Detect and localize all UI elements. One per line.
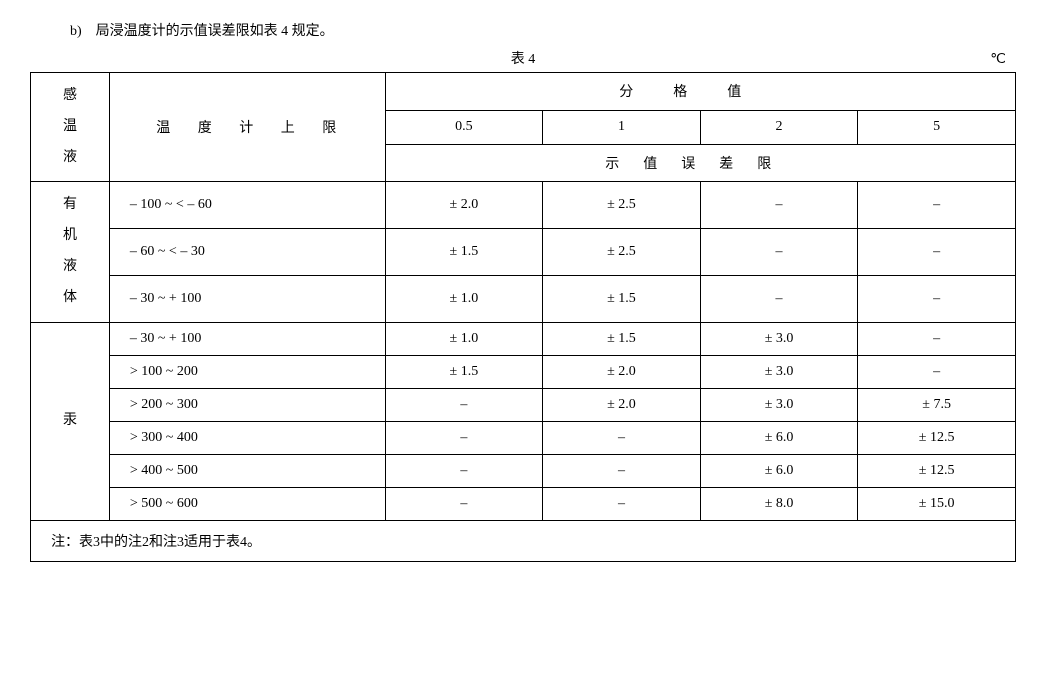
group-label: 有机液体	[31, 182, 110, 322]
range-cell: – 100 ~ < – 60	[109, 182, 385, 229]
header-div-2: 2	[700, 110, 858, 144]
header-div-0: 0.5	[385, 110, 543, 144]
table-row: > 200 ~ 300–± 2.0± 3.0± 7.5	[31, 388, 1016, 421]
note-row: 注：表3中的注2和注3适用于表4。	[31, 520, 1016, 561]
value-cell: –	[385, 421, 543, 454]
value-cell: ± 1.5	[385, 355, 543, 388]
range-cell: > 100 ~ 200	[109, 355, 385, 388]
table-label: 表 4	[80, 48, 966, 68]
range-cell: – 30 ~ + 100	[109, 275, 385, 322]
unit-label: ℃	[966, 51, 1006, 68]
table-row: 汞– 30 ~ + 100± 1.0± 1.5± 3.0–	[31, 322, 1016, 355]
table-row: > 300 ~ 400––± 6.0± 12.5	[31, 421, 1016, 454]
group-label: 汞	[31, 322, 110, 520]
range-cell: > 200 ~ 300	[109, 388, 385, 421]
value-cell: –	[385, 454, 543, 487]
range-cell: – 30 ~ + 100	[109, 322, 385, 355]
table-row: > 400 ~ 500––± 6.0± 12.5	[31, 454, 1016, 487]
value-cell: ± 2.0	[385, 182, 543, 229]
range-cell: > 500 ~ 600	[109, 487, 385, 520]
value-cell: –	[858, 229, 1016, 276]
table-title-row: 表 4 ℃	[20, 48, 1026, 72]
value-cell: –	[700, 229, 858, 276]
header-division-value: 分格值	[385, 73, 1015, 111]
value-cell: –	[543, 421, 701, 454]
value-cell: ± 2.0	[543, 355, 701, 388]
header-div-1: 1	[543, 110, 701, 144]
value-cell: ± 1.5	[543, 275, 701, 322]
value-cell: –	[858, 182, 1016, 229]
table-row: – 30 ~ + 100± 1.0± 1.5––	[31, 275, 1016, 322]
value-cell: ± 12.5	[858, 421, 1016, 454]
value-cell: –	[543, 487, 701, 520]
value-cell: ± 6.0	[700, 454, 858, 487]
value-cell: ± 2.0	[543, 388, 701, 421]
value-cell: –	[543, 454, 701, 487]
value-cell: ± 3.0	[700, 388, 858, 421]
value-cell: –	[700, 275, 858, 322]
caption-text: b) 局浸温度计的示值误差限如表 4 规定。	[20, 20, 1026, 40]
value-cell: –	[385, 388, 543, 421]
range-cell: > 400 ~ 500	[109, 454, 385, 487]
value-cell: ± 1.0	[385, 275, 543, 322]
range-cell: – 60 ~ < – 30	[109, 229, 385, 276]
table-row: – 60 ~ < – 30± 1.5± 2.5––	[31, 229, 1016, 276]
value-cell: –	[858, 355, 1016, 388]
value-cell: ± 15.0	[858, 487, 1016, 520]
note-cell: 注：表3中的注2和注3适用于表4。	[31, 520, 1016, 561]
value-cell: ± 1.5	[543, 322, 701, 355]
value-cell: ± 12.5	[858, 454, 1016, 487]
value-cell: ± 3.0	[700, 355, 858, 388]
value-cell: –	[858, 275, 1016, 322]
value-cell: –	[858, 322, 1016, 355]
value-cell: ± 1.0	[385, 322, 543, 355]
error-limit-table: 感温液 温 度 计 上 限 分格值 0.5 1 2 5 示值误差限 有机液体– …	[30, 72, 1016, 562]
value-cell: ± 2.5	[543, 229, 701, 276]
header-error-limit: 示值误差限	[385, 144, 1015, 182]
value-cell: ± 3.0	[700, 322, 858, 355]
value-cell: ± 7.5	[858, 388, 1016, 421]
range-cell: > 300 ~ 400	[109, 421, 385, 454]
table-row: > 100 ~ 200± 1.5± 2.0± 3.0–	[31, 355, 1016, 388]
table-row: > 500 ~ 600––± 8.0± 15.0	[31, 487, 1016, 520]
value-cell: ± 1.5	[385, 229, 543, 276]
value-cell: ± 2.5	[543, 182, 701, 229]
header-liquid: 感温液	[31, 73, 110, 182]
header-upper-limit: 温 度 计 上 限	[109, 73, 385, 182]
table-row: 有机液体– 100 ~ < – 60± 2.0± 2.5––	[31, 182, 1016, 229]
value-cell: –	[385, 487, 543, 520]
value-cell: ± 8.0	[700, 487, 858, 520]
header-div-3: 5	[858, 110, 1016, 144]
value-cell: ± 6.0	[700, 421, 858, 454]
value-cell: –	[700, 182, 858, 229]
